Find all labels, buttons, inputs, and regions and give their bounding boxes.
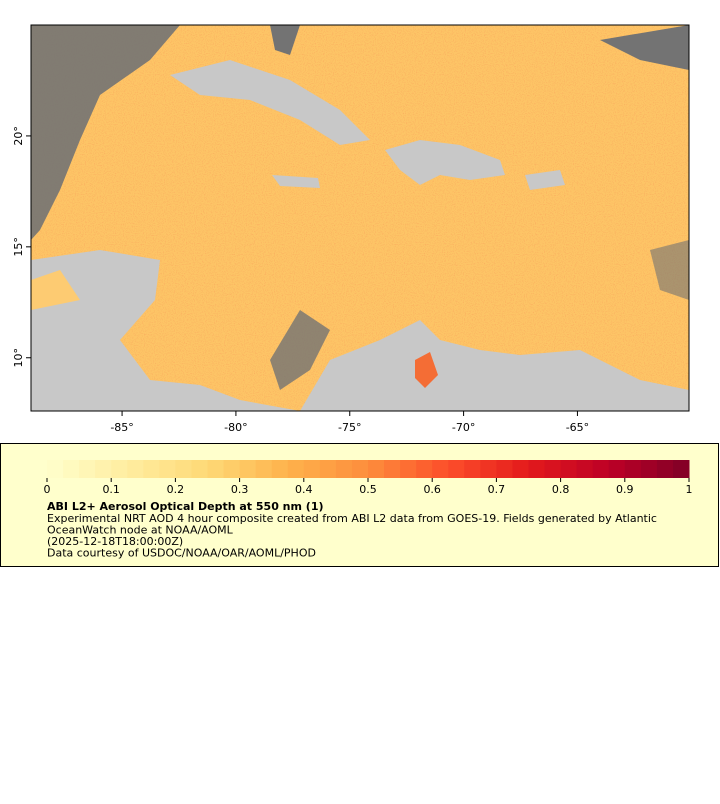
colorbar-cell xyxy=(432,460,449,478)
colorbar-cell xyxy=(672,460,690,478)
colorbar-cell xyxy=(560,460,578,478)
colorbar-tick-label: 1 xyxy=(686,483,693,496)
colorbar-cell xyxy=(207,460,225,478)
colorbar-cell xyxy=(512,460,529,478)
colorbar-cell xyxy=(335,460,353,478)
colorbar-cell xyxy=(400,460,417,478)
legend-line: Data courtesy of USDOC/NOAA/OAR/AOML/PHO… xyxy=(47,547,316,560)
colorbar-cell xyxy=(191,460,208,478)
colorbar-cell xyxy=(640,460,658,478)
colorbar-cell xyxy=(480,460,497,478)
colorbar-cell xyxy=(239,460,257,478)
y-tick-label: 10° xyxy=(12,348,25,368)
map-image xyxy=(31,25,689,411)
colorbar-cell xyxy=(127,460,144,478)
colorbar-cell xyxy=(592,460,610,478)
legend-line: (2025-12-18T18:00:00Z) xyxy=(47,535,183,548)
colorbar-cell xyxy=(464,460,481,478)
colorbar-cell xyxy=(496,460,513,478)
colorbar-cell xyxy=(271,460,289,478)
colorbar-cell xyxy=(143,460,160,478)
legend-line: Experimental NRT AOD 4 hour composite cr… xyxy=(47,512,657,525)
colorbar-tick-label: 0.3 xyxy=(231,483,249,496)
colorbar-tick-label: 0.4 xyxy=(295,483,313,496)
colorbar-tick-label: 0.6 xyxy=(423,483,441,496)
colorbar-cell xyxy=(576,460,594,478)
colorbar-cell xyxy=(319,460,337,478)
legend-line: OceanWatch node at NOAA/AOML xyxy=(47,524,234,537)
y-tick-label: 15° xyxy=(12,237,25,257)
colorbar-cell xyxy=(223,460,241,478)
colorbar-cell xyxy=(111,460,128,478)
colorbar-tick-label: 0.8 xyxy=(552,483,570,496)
colorbar-cell xyxy=(95,460,112,478)
colorbar-tick-label: 0.2 xyxy=(167,483,185,496)
colorbar-cell xyxy=(656,460,674,478)
colorbar-cell xyxy=(175,460,192,478)
colorbar-cell xyxy=(384,460,401,478)
x-tick-label: -80° xyxy=(224,421,247,434)
colorbar-tick-label: 0 xyxy=(44,483,51,496)
colorbar-cell xyxy=(63,460,80,478)
colorbar-cell xyxy=(287,460,305,478)
legend-title: ABI L2+ Aerosol Optical Depth at 550 nm … xyxy=(47,500,324,513)
colorbar-tick-label: 0.5 xyxy=(359,483,377,496)
colorbar-cell xyxy=(448,460,465,478)
colorbar-cell xyxy=(544,460,562,478)
map-frame xyxy=(30,24,690,412)
colorbar-cell xyxy=(255,460,273,478)
colorbar-tick-label: 0.7 xyxy=(488,483,506,496)
colorbar-cell xyxy=(159,460,176,478)
colorbar-cell xyxy=(528,460,546,478)
colorbar-cell xyxy=(47,460,64,478)
colorbar-cell xyxy=(608,460,626,478)
colorbar-cell xyxy=(79,460,96,478)
y-tick-label: 20° xyxy=(12,126,25,146)
x-tick-label: -65° xyxy=(566,421,589,434)
colorbar-cell xyxy=(368,460,385,478)
x-tick-label: -75° xyxy=(338,421,361,434)
colorbar-cell xyxy=(303,460,321,478)
colorbar-cell xyxy=(624,460,642,478)
x-tick-label: -70° xyxy=(452,421,475,434)
colorbar-tick-label: 0.9 xyxy=(616,483,634,496)
colorbar-cell xyxy=(351,460,369,478)
x-tick-label: -85° xyxy=(110,421,133,434)
colorbar-cell xyxy=(416,460,433,478)
colorbar-tick-label: 0.1 xyxy=(102,483,120,496)
